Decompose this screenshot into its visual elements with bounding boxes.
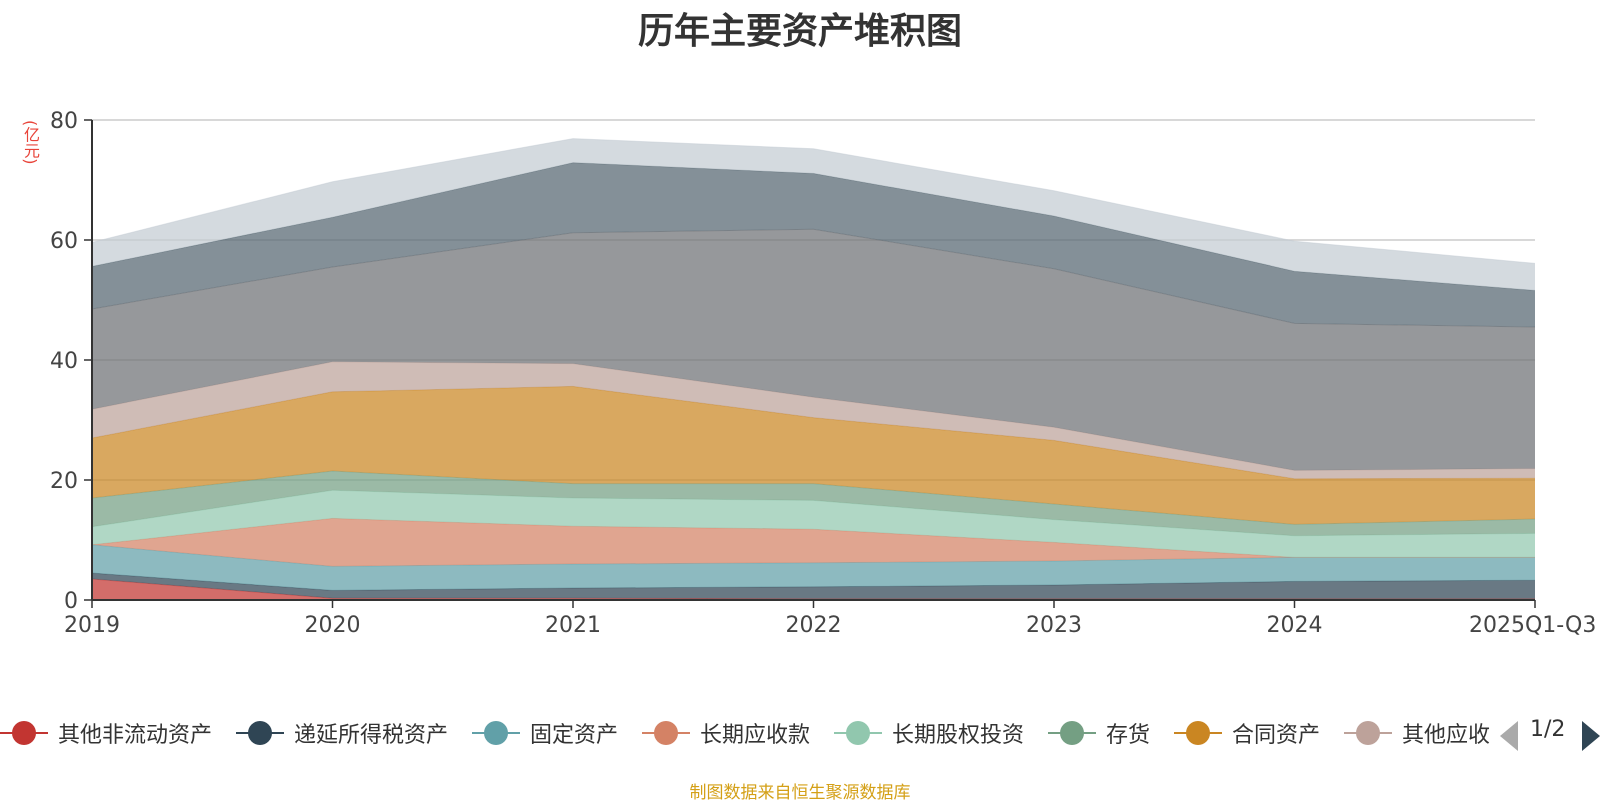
legend-label: 固定资产 xyxy=(530,723,619,748)
legend-marker-icon xyxy=(1048,719,1096,747)
legend-page-indicator: 1/2 xyxy=(1530,717,1566,742)
area-edge xyxy=(91,138,1536,264)
area-11[interactable] xyxy=(92,138,1535,291)
stacked-areas xyxy=(91,138,1536,600)
x-tick-label: 2024 xyxy=(1267,613,1323,638)
legend-marker-icon xyxy=(472,719,520,747)
area-2[interactable] xyxy=(92,573,1535,599)
area-7[interactable] xyxy=(92,386,1535,525)
legend-label: 长期股权投资 xyxy=(892,723,1025,748)
legend-marker-icon xyxy=(642,719,690,747)
legend-marker-icon xyxy=(1174,719,1222,747)
y-tick-label: 20 xyxy=(50,469,78,494)
x-tick-label: 2023 xyxy=(1026,613,1082,638)
legend-label: 其他非流动资产 xyxy=(58,723,213,748)
legend-label: 其他应收款 xyxy=(1402,723,1490,748)
legend-items: 其他非流动资产 递延所得税资产 固定资产 长期应收款 长期股权投资 存货 合同资产 其他应收款 xyxy=(0,713,1490,757)
chart-title: 历年主要资产堆积图 xyxy=(637,11,962,52)
x-tick-label: 2021 xyxy=(545,613,601,638)
area-10[interactable] xyxy=(92,162,1535,327)
legend-label: 长期应收款 xyxy=(700,723,811,748)
area-3[interactable] xyxy=(92,544,1535,591)
source-note: 制图数据来自恒生聚源数据库 xyxy=(689,783,911,803)
legend-marker-icon xyxy=(834,719,882,747)
legend-marker-icon xyxy=(0,719,48,747)
legend-prev-page-icon[interactable] xyxy=(1500,721,1518,751)
x-tick-label: 2025Q1-Q3 xyxy=(1469,613,1596,638)
area-4[interactable] xyxy=(92,518,1535,567)
area-9[interactable] xyxy=(92,229,1535,471)
x-tick-label: 2020 xyxy=(305,613,361,638)
axes: 0 20 40 60 80 2019 2020 2021 2022 2023 2024 2025Q1-… xyxy=(50,109,1596,638)
area-6[interactable] xyxy=(92,471,1535,536)
legend-marker-icon xyxy=(236,719,284,747)
x-tick-label: 2019 xyxy=(64,613,120,638)
legend-label: 合同资产 xyxy=(1232,723,1321,748)
legend-label: 递延所得税资产 xyxy=(294,723,449,748)
legend-next-page-icon[interactable] xyxy=(1582,721,1600,751)
y-axis-unit-label: (亿元) xyxy=(21,120,40,165)
x-tick-label: 2022 xyxy=(786,613,842,638)
legend-marker-icon xyxy=(1344,719,1392,747)
area-1[interactable] xyxy=(92,579,1535,600)
area-8[interactable] xyxy=(92,361,1535,479)
y-tick-label: 80 xyxy=(50,109,78,134)
y-tick-label: 0 xyxy=(64,589,78,614)
y-tick-label: 40 xyxy=(50,349,78,374)
area-5[interactable] xyxy=(92,490,1535,558)
y-tick-label: 60 xyxy=(50,229,78,254)
legend-label: 存货 xyxy=(1106,723,1151,748)
chart-canvas: 0 20 40 60 80 2019 2020 2021 2022 2023 2024 2025Q1-… xyxy=(50,109,1596,638)
legend: 其他非流动资产 递延所得税资产 固定资产 长期应收款 长期股权投资 存货 合同资产 其他应收款… xyxy=(0,713,1600,757)
